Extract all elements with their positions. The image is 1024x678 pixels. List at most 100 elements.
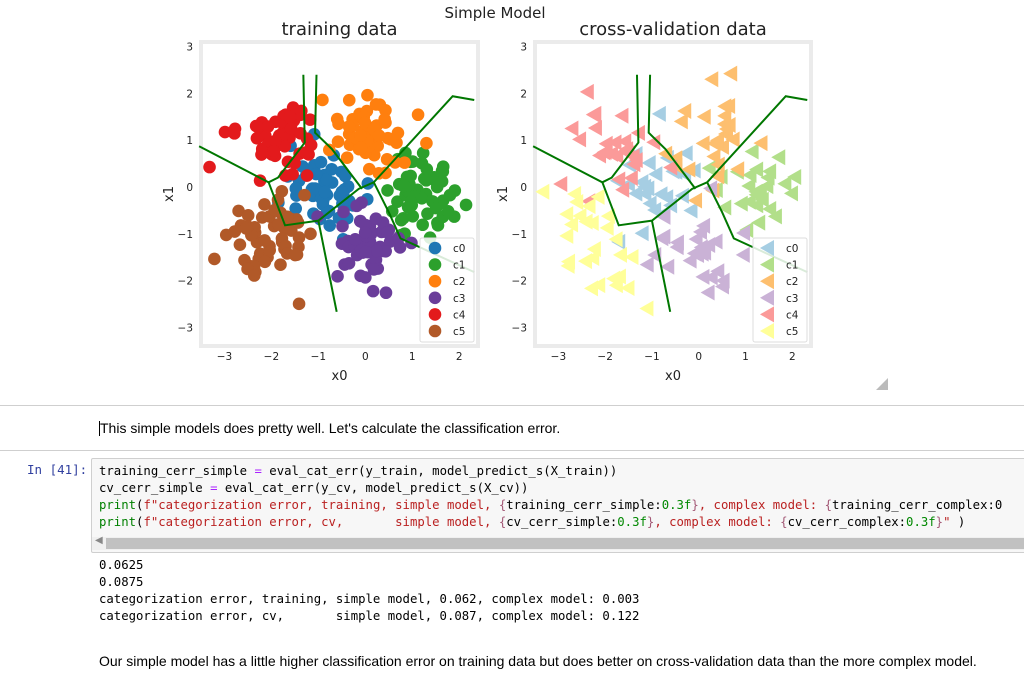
data-point-c3: [697, 244, 712, 261]
data-point-c2: [709, 132, 724, 149]
data-point-c2: [331, 135, 345, 148]
code-token: f"categorization error, training, simple…: [143, 498, 499, 512]
data-point-c3: [393, 241, 407, 254]
code-token: ): [950, 515, 966, 529]
decision-boundary-line: [647, 74, 697, 190]
legend-label: c2: [786, 276, 798, 288]
data-point-c4: [607, 134, 622, 151]
data-point-c2: [354, 129, 367, 142]
y-tick-label: −1: [512, 229, 527, 241]
data-point-c2: [340, 151, 354, 164]
training-subplot: [198, 40, 480, 348]
data-point-c4: [303, 113, 317, 126]
code-token: , complex model:: [654, 515, 781, 529]
data-point-c4: [269, 134, 282, 148]
legend-label: c2: [453, 276, 465, 288]
x-tick-label: −2: [264, 351, 279, 363]
legend-label: c1: [453, 260, 465, 272]
data-point-c0: [323, 219, 337, 232]
legend-label: c5: [453, 326, 465, 338]
data-point-c5: [578, 213, 593, 230]
cell-divider: [0, 405, 1024, 406]
code-token: {: [498, 498, 507, 512]
data-point-c2: [716, 116, 731, 133]
data-point-c5: [258, 198, 271, 211]
figure-resize-handle[interactable]: [876, 378, 888, 390]
data-point-c1: [771, 149, 786, 166]
markdown-text-1: This simple models does pretty well. Let…: [100, 420, 561, 436]
data-point-c0: [335, 185, 349, 199]
x-tick-label: 0: [695, 351, 702, 363]
code-token: =: [210, 481, 218, 495]
scroll-left-icon[interactable]: ◀: [95, 535, 103, 546]
y-axis-label: x1: [496, 186, 511, 202]
code-token: f"categorization error, cv, simple model…: [143, 515, 499, 529]
legend-label: c4: [786, 309, 799, 321]
legend-marker-c2: [760, 273, 774, 290]
data-point-c2: [706, 148, 721, 165]
data-point-c4: [228, 122, 242, 136]
data-point-c2: [704, 71, 719, 88]
output-line: 0.0625: [99, 558, 144, 572]
y-tick-label: 2: [520, 88, 527, 100]
data-point-c5: [274, 258, 287, 272]
code-token: print: [99, 498, 137, 512]
data-point-c2: [369, 98, 383, 111]
y-tick-label: 2: [186, 88, 193, 100]
y-tick-label: 0: [186, 182, 193, 194]
data-point-c3: [735, 246, 750, 263]
data-point-c4: [615, 181, 630, 198]
data-point-c1: [416, 146, 430, 160]
code-token: cv_cerr_simple:: [506, 515, 618, 529]
markdown-cell-2[interactable]: Our simple model has a little higher cla…: [99, 653, 977, 669]
data-point-c3: [367, 263, 381, 276]
data-point-c2: [372, 129, 386, 142]
legend-label: c5: [786, 326, 798, 338]
code-editor[interactable]: training_cerr_simple = eval_cat_err(y_tr…: [91, 458, 1024, 553]
data-point-c5: [564, 216, 579, 233]
data-point-c5: [620, 280, 635, 297]
data-point-c2: [710, 156, 725, 173]
data-point-c4: [587, 105, 602, 122]
data-point-c0: [651, 105, 666, 122]
code-token: {: [498, 515, 507, 529]
data-point-c3: [710, 263, 725, 280]
x-tick-label: 2: [789, 351, 796, 363]
y-tick-label: 1: [520, 135, 527, 147]
horizontal-scrollbar[interactable]: ◀: [92, 535, 1024, 550]
data-point-c1: [381, 184, 394, 197]
legend-marker-c5: [760, 323, 774, 339]
markdown-cell-1[interactable]: This simple models does pretty well. Let…: [99, 420, 560, 436]
data-point-c2: [361, 88, 374, 102]
code-token: training_cerr_complex:0: [832, 498, 1003, 512]
data-point-c3: [695, 268, 710, 285]
code-line: print(f"categorization error, cv, simple…: [99, 515, 965, 529]
data-point-c3: [336, 219, 349, 233]
cell-divider: [0, 450, 1024, 451]
legend: [419, 237, 475, 343]
data-point-c0: [325, 162, 338, 176]
data-point-c5: [298, 188, 311, 202]
data-point-c0: [648, 166, 663, 183]
data-point-c4: [572, 131, 587, 148]
data-point-c2: [354, 141, 368, 155]
code-token: cv_cerr_complex:: [787, 515, 907, 529]
data-point-c1: [435, 175, 449, 188]
data-point-c5: [585, 250, 600, 267]
data-point-c0: [338, 169, 352, 183]
scrollbar-thumb[interactable]: [106, 538, 1024, 549]
data-point-c5: [263, 243, 276, 257]
x-tick-label: 1: [742, 351, 749, 363]
data-point-c3: [700, 284, 715, 301]
data-point-c1: [416, 218, 429, 232]
data-point-c4: [250, 131, 264, 145]
data-point-c1: [459, 198, 473, 212]
data-point-c4: [628, 152, 643, 169]
points: [535, 65, 802, 317]
code-token: {: [824, 498, 832, 512]
data-point-c5: [535, 183, 550, 200]
data-point-c1: [420, 163, 434, 176]
data-point-c5: [247, 269, 261, 282]
data-point-c4: [663, 159, 678, 176]
code-token: , complex model:: [698, 498, 825, 512]
